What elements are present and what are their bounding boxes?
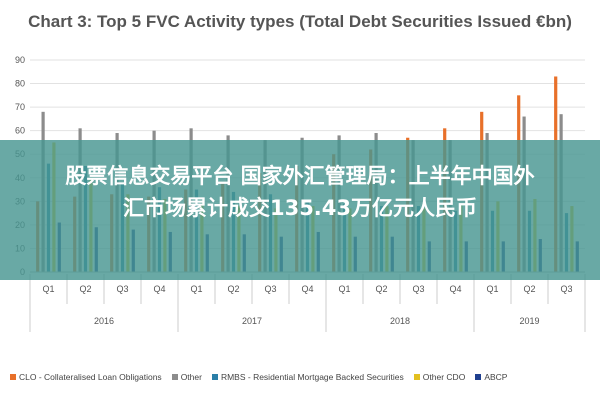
x-tick-label: Q3 — [264, 284, 276, 294]
legend-label: Other — [180, 372, 202, 382]
x-tick-label: Q3 — [412, 284, 424, 294]
x-year-label: 2018 — [390, 316, 410, 326]
x-year-label: 2016 — [94, 316, 114, 326]
legend-label: RMBS - Residential Mortgage Backed Secur… — [220, 372, 404, 382]
x-tick-label: Q1 — [190, 284, 202, 294]
x-tick-label: Q2 — [523, 284, 535, 294]
legend-swatch — [413, 374, 420, 380]
x-tick-label: Q3 — [560, 284, 572, 294]
legend-swatch — [171, 374, 178, 380]
y-tick-label: 60 — [15, 126, 25, 136]
legend-item: CLO - Collateralised Loan Obligations — [10, 372, 162, 382]
legend-item: Other CDO — [413, 372, 466, 382]
x-tick-label: Q4 — [449, 284, 461, 294]
x-tick-label: Q2 — [375, 284, 387, 294]
x-tick-label: Q2 — [79, 284, 91, 294]
y-tick-label: 90 — [15, 55, 25, 65]
x-tick-label: Q1 — [486, 284, 498, 294]
x-tick-label: Q3 — [116, 284, 128, 294]
x-tick-label: Q2 — [227, 284, 239, 294]
x-tick-label: Q1 — [338, 284, 350, 294]
legend-label: ABCP — [484, 372, 508, 382]
x-tick-label: Q4 — [301, 284, 313, 294]
legend-item: Other — [171, 372, 202, 382]
legend-swatch — [10, 374, 16, 380]
legend-swatch — [211, 374, 218, 380]
x-year-label: 2019 — [519, 316, 539, 326]
legend-label: Other CDO — [422, 372, 466, 382]
y-tick-label: 80 — [15, 79, 25, 89]
legend-label: CLO - Collateralised Loan Obligations — [19, 372, 162, 382]
caption-overlay-band — [0, 140, 600, 280]
caption-line-2: 汇市场累计成交135.43万亿元人民币 — [122, 196, 478, 220]
caption-overlay-text: 股票信息交易平台 国家外汇管理局：上半年中国外 汇市场累计成交135.43万亿元… — [10, 160, 590, 224]
legend-swatch — [475, 374, 482, 380]
caption-line-1: 股票信息交易平台 国家外汇管理局：上半年中国外 — [65, 164, 535, 188]
x-tick-label: Q4 — [153, 284, 165, 294]
x-tick-label: Q1 — [42, 284, 54, 294]
chart-legend: CLO - Collateralised Loan Obligations Oth… — [10, 372, 595, 382]
legend-item: RMBS - Residential Mortgage Backed Secur… — [211, 372, 404, 382]
y-tick-label: 70 — [15, 102, 25, 112]
chart-title: Chart 3: Top 5 FVC Activity types (Total… — [28, 12, 572, 31]
legend-item: ABCP — [475, 372, 507, 382]
x-year-label: 2017 — [242, 316, 262, 326]
